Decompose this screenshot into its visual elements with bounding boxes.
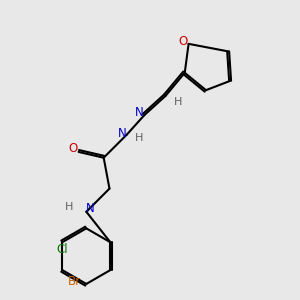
Text: N: N xyxy=(86,202,94,215)
Text: Br: Br xyxy=(68,275,81,288)
Text: H: H xyxy=(135,134,143,143)
Text: N: N xyxy=(135,106,144,119)
Text: O: O xyxy=(178,35,188,48)
Text: Cl: Cl xyxy=(56,244,68,256)
Text: O: O xyxy=(68,142,77,155)
Text: H: H xyxy=(174,97,182,107)
Text: N: N xyxy=(118,127,127,140)
Text: H: H xyxy=(65,202,73,212)
